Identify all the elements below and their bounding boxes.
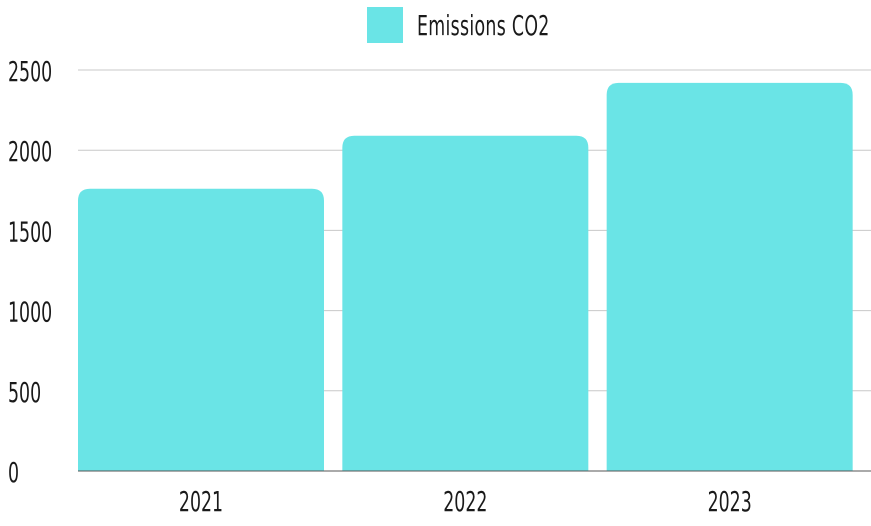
y-tick-label-500: 500 xyxy=(8,377,41,409)
legend-label-emissions: Emissions CO2 xyxy=(417,8,550,42)
y-tick-label-2000: 2000 xyxy=(8,136,52,168)
x-tick-label-2022: 2022 xyxy=(443,486,487,518)
bar-2023 xyxy=(606,82,853,471)
legend-swatch-emissions xyxy=(367,7,403,43)
bar-2021 xyxy=(78,188,324,472)
y-tick-label-1500: 1500 xyxy=(8,216,52,248)
y-tick-label-2500: 2500 xyxy=(8,56,52,88)
y-tick-label-1000: 1000 xyxy=(8,296,52,328)
x-tick-label-2021: 2021 xyxy=(179,486,223,518)
chart-legend: Emissions CO2 xyxy=(367,6,631,44)
bar-2022 xyxy=(342,135,589,471)
x-tick-label-2023: 2023 xyxy=(708,486,752,518)
y-tick-label-0: 0 xyxy=(8,457,19,489)
